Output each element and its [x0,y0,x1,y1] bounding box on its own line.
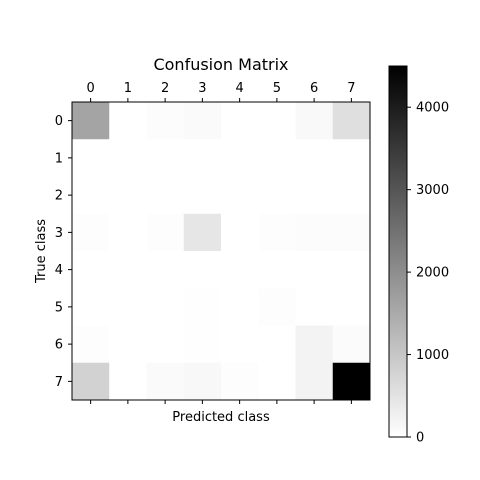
y-tick-label-4: 4 [55,263,63,278]
heatmap-cell-4-6 [295,251,334,289]
heatmap-cell-6-2 [146,325,185,364]
heatmap-cell-6-3 [183,325,222,364]
y-tick-label-5: 5 [55,300,63,315]
heatmap-cell-3-6 [295,213,334,252]
colorbar [388,65,408,438]
x-tick-label-2: 2 [161,81,169,96]
heatmap-cell-6-0 [72,325,110,364]
x-tick-label-5: 5 [273,81,281,96]
heatmap-cell-7-7 [332,362,371,401]
heatmap-cell-4-0 [72,251,110,289]
heatmap-cell-5-7 [332,288,371,326]
heatmap-cell-3-0 [72,213,110,252]
colorbar-tick-label-3: 3000 [416,183,449,198]
heatmap-cell-3-3 [183,213,222,252]
heatmap-cell-6-6 [295,325,334,364]
heatmap-cell-0-1 [109,102,147,140]
heatmap-cell-5-2 [146,288,185,326]
heatmap-cell-3-1 [109,213,147,252]
heatmap-cell-3-7 [332,213,371,252]
heatmap-cell-0-0 [72,102,110,140]
chart-title: Confusion Matrix [153,55,288,74]
x-axis-ticks: 0 1 2 3 4 5 6 7 [86,81,356,404]
heatmap-cell-2-3 [183,176,222,215]
heatmap-cell-5-4 [221,288,259,326]
heatmap-cell-4-1 [109,251,147,289]
plot-frame [71,101,371,401]
heatmap-cell-1-2 [146,139,185,177]
colorbar-tick-label-1: 1000 [416,348,449,363]
heatmap-cell-0-2 [146,102,185,140]
heatmap-cell-1-1 [109,139,147,177]
colorbar-tick-label-4: 4000 [416,101,449,116]
heatmap-cell-6-4 [221,325,259,364]
heatmap-cell-1-5 [258,139,296,177]
heatmap-cell-5-1 [109,288,147,326]
heatmap-cell-5-6 [295,288,334,326]
colorbar-ticks: 0 1000 2000 3000 4000 [407,101,449,446]
heatmap-cell-2-4 [221,176,259,215]
heatmap-cell-4-4 [221,251,259,289]
y-axis-label: True class [34,219,49,284]
heatmap-cell-0-7 [332,102,371,140]
heatmap-cell-5-3 [183,288,222,326]
heatmap-cell-2-2 [146,176,185,215]
heatmap-cell-7-0 [72,362,110,401]
y-tick-label-0: 0 [55,114,63,129]
heatmap-cell-3-5 [258,213,296,252]
heatmap-cell-0-3 [183,102,222,140]
heatmap-cell-2-5 [258,176,296,215]
y-tick-label-3: 3 [55,226,63,241]
x-axis-label: Predicted class [172,410,270,425]
heatmap-cell-6-7 [332,325,371,364]
heatmap-cell-1-3 [183,139,222,177]
y-tick-label-6: 6 [55,338,63,353]
heatmap-cell-4-5 [258,251,296,289]
heatmap-cell-5-5 [258,288,296,326]
heatmap-cell-7-2 [146,362,185,401]
heatmap-cell-4-2 [146,251,185,289]
y-tick-label-7: 7 [55,375,63,390]
colorbar-tick-label-0: 0 [416,431,424,446]
x-tick-label-6: 6 [310,81,318,96]
heatmap-cell-7-5 [258,362,296,401]
x-tick-label-7: 7 [347,81,355,96]
heatmap-cell-3-2 [146,213,185,252]
heatmap-cell-7-1 [109,362,147,401]
heatmap-cell-2-7 [332,176,371,215]
heatmap-cell-7-3 [183,362,222,401]
y-tick-label-1: 1 [55,151,63,166]
heatmap-cell-1-4 [221,139,259,177]
heatmap-cell-1-0 [72,139,110,177]
heatmap-cell-2-0 [72,176,110,215]
heatmap-cell-2-6 [295,176,334,215]
x-tick-label-0: 0 [86,81,94,96]
heatmap-cell-1-6 [295,139,334,177]
heatmap-cell-5-0 [72,288,110,326]
heatmap-cell-0-6 [295,102,334,140]
y-tick-label-2: 2 [55,189,63,204]
x-tick-label-3: 3 [198,81,206,96]
colorbar-tick-label-2: 2000 [416,266,449,281]
heatmap-cell-1-7 [332,139,371,177]
heatmap-cell-0-4 [221,102,259,140]
heatmap-cell-3-4 [221,213,259,252]
heatmap-cell-4-7 [332,251,371,289]
heatmap-cell-0-5 [258,102,296,140]
x-tick-label-4: 4 [235,81,243,96]
y-axis-ticks: 0 1 2 3 4 5 6 7 [55,114,72,390]
heatmap-cell-2-1 [109,176,147,215]
heatmap-cell-7-4 [221,362,259,401]
heatmap-cell-7-6 [295,362,334,401]
heatmap-cells [72,102,371,401]
heatmap-cell-6-5 [258,325,296,364]
heatmap-cell-4-3 [183,251,222,289]
heatmap-cell-6-1 [109,325,147,364]
x-tick-label-1: 1 [124,81,132,96]
